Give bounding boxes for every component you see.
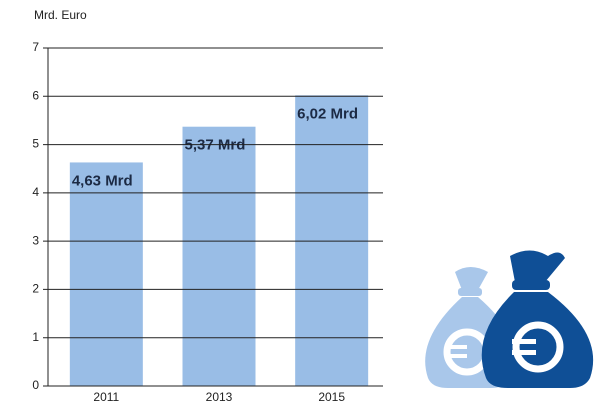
y-tick-label: 7 [32, 40, 39, 54]
value-label: 6,02 Mrd [297, 105, 358, 122]
y-tick-label: 5 [32, 137, 39, 151]
value-label: 5,37 Mrd [185, 137, 246, 154]
y-axis-label: Mrd. Euro [34, 8, 87, 22]
y-tick-label: 2 [32, 282, 39, 296]
x-tick-label: 2013 [206, 390, 233, 404]
y-tick-label: 4 [32, 185, 39, 199]
x-tick-label: 2011 [93, 390, 119, 404]
bar [182, 126, 256, 386]
money-bags [425, 250, 594, 388]
x-tick-label: 2015 [318, 390, 345, 404]
value-label: 4,63 Mrd [72, 172, 133, 189]
y-tick-label: 6 [32, 88, 39, 102]
bar [69, 162, 143, 386]
y-tick-label: 3 [32, 233, 39, 247]
y-tick-label: 1 [32, 330, 39, 344]
y-tick-label: 0 [32, 378, 39, 392]
